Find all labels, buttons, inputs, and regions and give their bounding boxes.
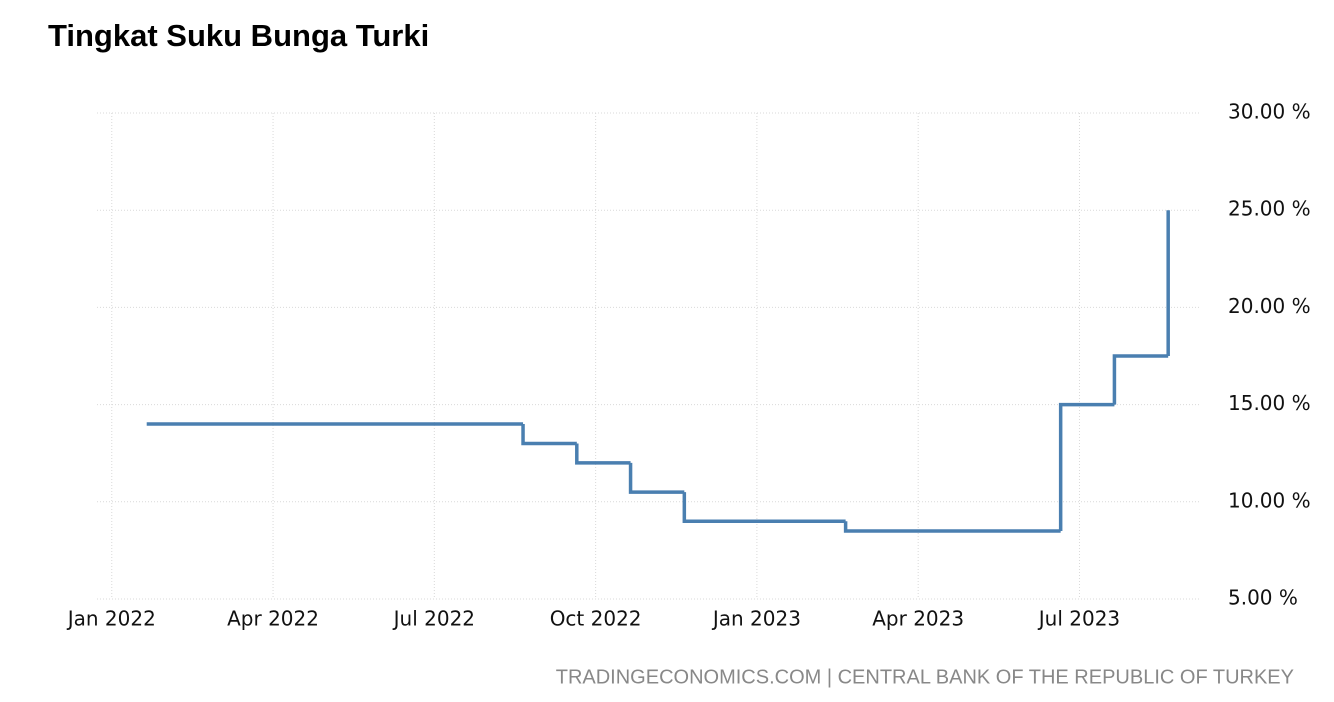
x-tick-label: Apr 2022 — [227, 607, 319, 631]
chart-title: Tingkat Suku Bunga Turki — [48, 18, 429, 53]
line-step — [575, 443, 631, 465]
x-tick-label: Apr 2023 — [872, 607, 964, 631]
line-step — [1058, 402, 1115, 531]
line-step — [843, 521, 1061, 533]
y-tick-label: 15.00 % — [1228, 391, 1311, 415]
y-tick-label: 10.00 % — [1228, 488, 1311, 512]
x-tick-label: Jul 2023 — [1037, 607, 1120, 631]
line-step — [1112, 354, 1169, 405]
line-step — [521, 424, 577, 446]
y-tick-label: 25.00 % — [1228, 197, 1311, 221]
x-tick-label: Jan 2022 — [66, 607, 156, 631]
y-tick-label: 30.00 % — [1228, 100, 1311, 124]
line-step — [682, 492, 846, 523]
y-tick-label: 20.00 % — [1228, 294, 1311, 318]
line-step — [628, 462, 685, 494]
source: TRADINGECONOMICS.COM | CENTRAL BANK OF T… — [556, 666, 1294, 688]
x-tick-label: Jul 2022 — [392, 607, 475, 631]
x-tick-label: Jan 2023 — [711, 607, 801, 631]
x-tick-label: Oct 2022 — [550, 607, 642, 631]
y-tick-label: 5.00 % — [1228, 586, 1298, 610]
